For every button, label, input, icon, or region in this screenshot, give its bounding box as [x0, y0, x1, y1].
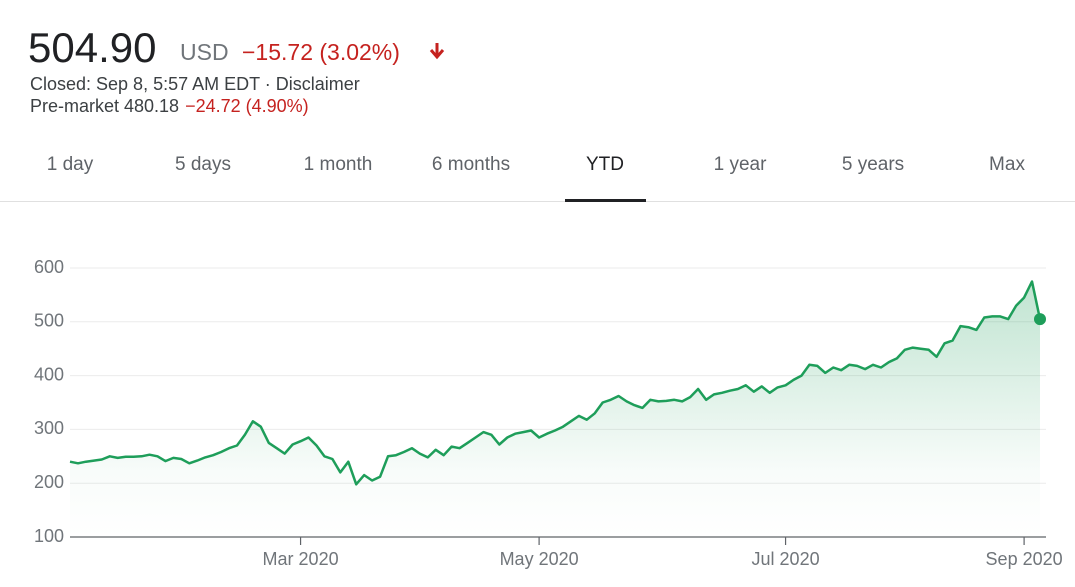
status-text: Closed: Sep 8, 5:57 AM EDT ·	[30, 74, 276, 94]
status: Closed: Sep 8, 5:57 AM EDT · Disclaimer	[30, 74, 360, 94]
area	[70, 281, 1040, 537]
y-tick-label: 600	[34, 257, 64, 277]
premarket-change: −24.72 (4.90%)	[185, 96, 309, 116]
x-tick-label: Jul 2020	[752, 549, 820, 569]
y-tick-label: 300	[34, 418, 64, 438]
last-point	[1034, 313, 1046, 326]
price-line	[69, 280, 1042, 486]
y-tick-label: 500	[34, 311, 64, 331]
y-tick-label: 400	[34, 364, 64, 384]
premarket-price: Pre-market 480.18	[30, 96, 179, 116]
tab[interactable]: Max	[989, 154, 1025, 175]
tabs: 1 day 5 days 1 month 6 months YTD 1 year 5 yea…	[47, 154, 1025, 202]
x-tick-label: Mar 2020	[263, 549, 339, 569]
disclaimer[interactable]: Disclaimer	[276, 74, 360, 94]
tab[interactable]: YTD	[586, 154, 624, 175]
y-tick-label: 100	[34, 526, 64, 546]
x-tick-label: Sep 2020	[986, 549, 1063, 569]
tab[interactable]: 1 month	[304, 154, 373, 175]
tab[interactable]: 5 years	[842, 154, 904, 175]
x-tick-label: May 2020	[500, 549, 579, 569]
tab[interactable]: 1 day	[47, 154, 94, 175]
tab-underline	[565, 199, 646, 202]
tab[interactable]: 5 days	[175, 154, 231, 175]
chart: 100 200 300 400 500 600 Mar 2020 May 2020 Jul 20…	[34, 257, 1063, 569]
premarket: Pre-market 480.18 −24.72 (4.90%)	[30, 96, 309, 116]
price: 504.90	[28, 24, 156, 71]
down-arrow	[429, 43, 445, 60]
y-tick-label: 200	[34, 472, 64, 492]
tab[interactable]: 6 months	[432, 154, 510, 175]
currency: USD	[180, 39, 229, 65]
change: −15.72 (3.02%)	[242, 39, 400, 65]
tab[interactable]: 1 year	[714, 154, 767, 175]
